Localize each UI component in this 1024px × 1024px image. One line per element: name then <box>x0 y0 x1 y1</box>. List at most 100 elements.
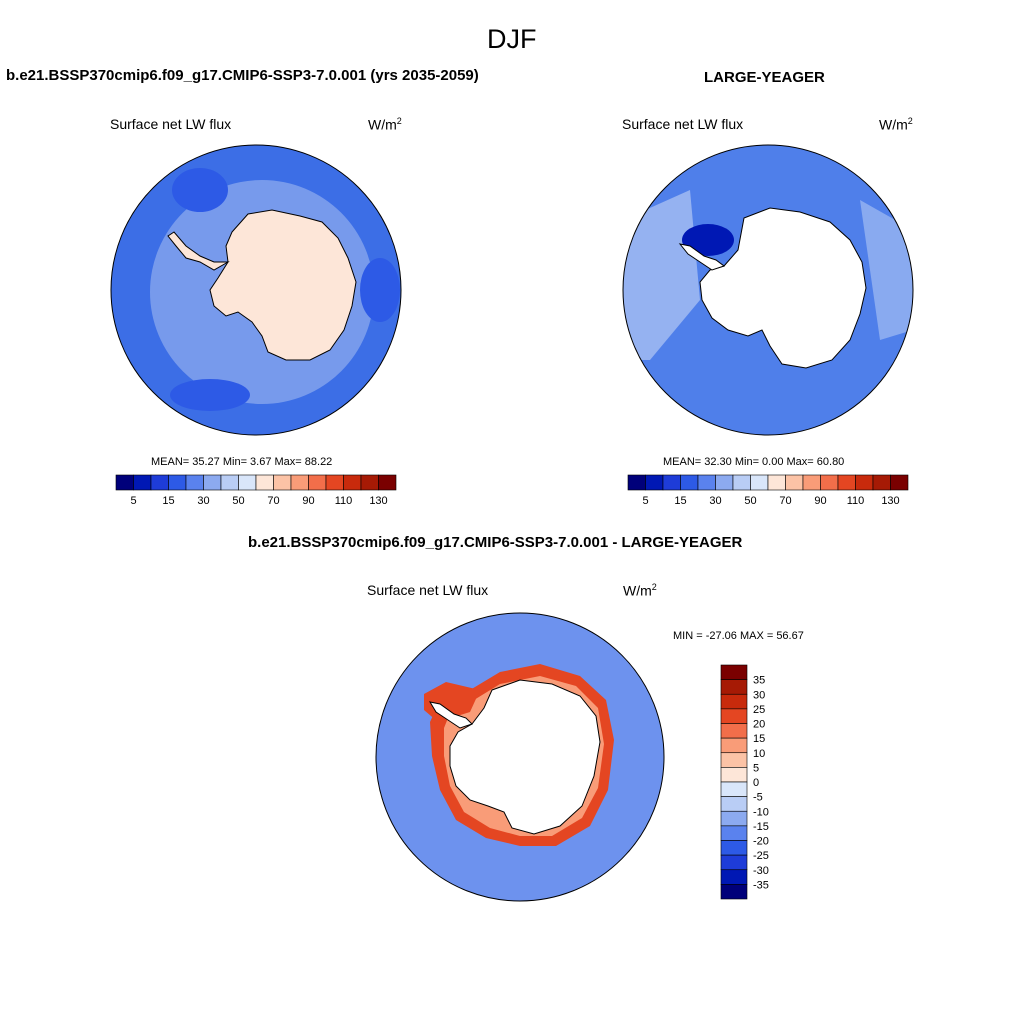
colorbar-swatch <box>255 474 274 491</box>
season-title: DJF <box>487 24 537 54</box>
colorbar-tick-label: 20 <box>753 719 765 731</box>
colorbar-tick-label: 15 <box>674 495 686 507</box>
panel-3-units: W/m2 <box>623 582 657 599</box>
panel-2-map <box>623 145 913 435</box>
panel-3-stats: MIN = -27.06 MAX = 56.67 <box>673 630 804 642</box>
map-ocean-light-region <box>860 200 913 340</box>
colorbar-swatch <box>680 474 699 491</box>
colorbar-swatch <box>855 474 874 491</box>
colorbar-swatch <box>720 767 748 783</box>
colorbar-swatch <box>720 693 748 710</box>
antarctic-peninsula <box>428 701 473 729</box>
colorbar-tick-label: 15 <box>162 495 174 507</box>
colorbar-tick-label: -25 <box>753 850 769 862</box>
colorbar-swatch <box>720 884 748 900</box>
colorbar-swatch <box>720 869 748 885</box>
colorbar-tick-label: 5 <box>130 495 136 507</box>
panel-1-stats: MEAN= 35.27 Min= 3.67 Max= 88.22 <box>151 456 333 468</box>
panel-1-colorbar: 5 15 30 50 70 90 110 130 <box>115 474 397 507</box>
colorbar-tick-label: 35 <box>753 675 765 687</box>
colorbar-swatch <box>133 474 152 491</box>
colorbar-swatch <box>890 474 909 491</box>
colorbar-tick-label: 110 <box>847 495 865 507</box>
colorbar-swatch <box>220 474 239 491</box>
colorbar-swatch <box>750 474 769 491</box>
colorbar-swatch <box>837 474 856 491</box>
colorbar-swatch <box>820 474 839 491</box>
map-ocean-patch <box>172 168 228 212</box>
antarctica-land <box>699 207 867 369</box>
antarctica-land <box>209 209 357 361</box>
colorbar-swatch <box>627 474 646 491</box>
panel-1-title: b.e21.BSSP370cmip6.f09_g17.CMIP6-SSP3-7.… <box>6 67 479 84</box>
map-ocean-light-region <box>623 190 700 360</box>
colorbar-tick-label: -20 <box>753 836 769 848</box>
panel-2-units: W/m2 <box>879 116 913 133</box>
colorbar-tick-label: -15 <box>753 821 769 833</box>
panel-3-map-border <box>375 612 665 902</box>
colorbar-swatch <box>150 474 169 491</box>
colorbar-swatch <box>720 708 748 724</box>
colorbar-swatch <box>785 474 804 491</box>
colorbar-tick-label: 130 <box>369 495 387 507</box>
panel-3-colorbar: 35 30 25 20 15 10 5 0 -5 -10 -15 -20 -25 -30 -35 <box>720 664 769 900</box>
panel-2-map-border <box>622 144 914 436</box>
colorbar-swatch <box>720 825 748 841</box>
colorbar-tick-label: -10 <box>753 806 769 818</box>
map-ocean-patch <box>360 258 400 322</box>
colorbar-tick-label: 30 <box>709 495 721 507</box>
colorbar-tick-label: 90 <box>814 495 826 507</box>
colorbar-swatch <box>715 474 734 491</box>
colorbar-tick-label: 30 <box>753 689 765 701</box>
colorbar-tick-label: 5 <box>753 762 759 774</box>
colorbar-tick-label: 10 <box>753 748 765 760</box>
colorbar-swatch <box>872 474 891 491</box>
panel-2-variable: Surface net LW flux <box>622 116 744 132</box>
panel-2-title: LARGE-YEAGER <box>704 69 825 86</box>
colorbar-tick-label: 70 <box>267 495 279 507</box>
colorbar-tick-label: -30 <box>753 865 769 877</box>
map-ocean-patch <box>170 379 250 411</box>
colorbar-tick-label: -35 <box>753 879 769 891</box>
colorbar-swatch <box>802 474 821 491</box>
colorbar-swatch <box>720 854 748 871</box>
colorbar-swatch <box>720 752 748 768</box>
panel-2-colorbar: 5 15 30 50 70 90 110 130 <box>627 474 909 507</box>
antarctic-peninsula <box>167 231 230 271</box>
colorbar-swatch <box>697 474 716 491</box>
panel-1-map-border <box>110 144 402 436</box>
colorbar-tick-label: 25 <box>753 704 765 716</box>
colorbar-swatch <box>185 474 204 491</box>
panel-1-variable: Surface net LW flux <box>110 116 232 132</box>
colorbar-tick-label: -5 <box>753 792 763 804</box>
colorbar-swatch <box>720 796 748 812</box>
colorbar-tick-label: 110 <box>335 495 353 507</box>
colorbar-swatch <box>720 810 748 827</box>
antarctica-land <box>449 679 601 835</box>
antarctic-peninsula <box>678 243 726 271</box>
colorbar-swatch <box>732 474 751 491</box>
colorbar-swatch <box>203 474 222 491</box>
panel-1-map <box>111 145 401 435</box>
colorbar-swatch <box>168 474 187 491</box>
colorbar-swatch <box>378 474 397 491</box>
colorbar-swatch <box>115 474 134 491</box>
colorbar-tick-label: 50 <box>232 495 244 507</box>
colorbar-swatch <box>662 474 681 491</box>
colorbar-tick-label: 70 <box>779 495 791 507</box>
colorbar-swatch <box>360 474 379 491</box>
colorbar-swatch <box>720 781 748 797</box>
colorbar-tick-label: 50 <box>744 495 756 507</box>
colorbar-swatch <box>308 474 327 491</box>
colorbar-tick-label: 30 <box>197 495 209 507</box>
colorbar-swatch <box>720 664 748 680</box>
colorbar-swatch <box>325 474 344 491</box>
panel-3-variable: Surface net LW flux <box>367 582 489 598</box>
colorbar-tick-label: 0 <box>753 777 759 789</box>
colorbar-swatch <box>290 474 309 491</box>
colorbar-swatch <box>720 723 748 739</box>
colorbar-swatch <box>720 679 748 695</box>
panel-2-stats: MEAN= 32.30 Min= 0.00 Max= 60.80 <box>663 456 845 468</box>
panel-3-title: b.e21.BSSP370cmip6.f09_g17.CMIP6-SSP3-7.… <box>248 534 743 551</box>
